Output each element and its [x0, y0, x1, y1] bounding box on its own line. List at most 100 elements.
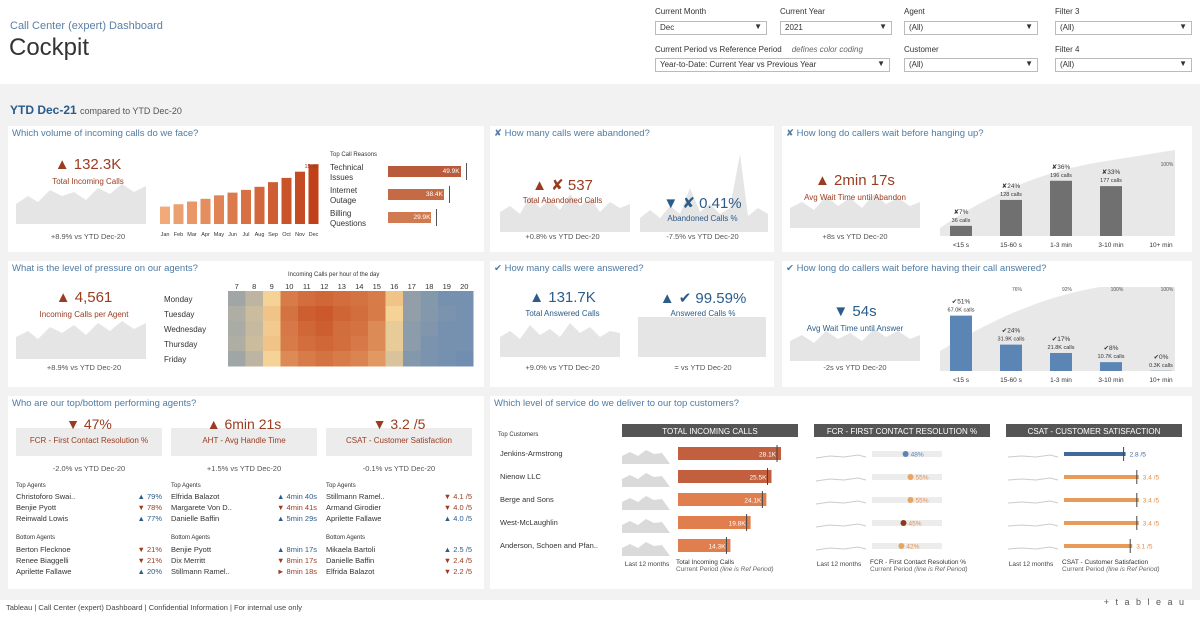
- reason-name: Internet Outage: [330, 186, 357, 206]
- abandoned-pct-label: Abandoned Calls %: [667, 214, 738, 223]
- csat-value: 2.8 /5: [1130, 452, 1147, 459]
- foot-calls-label: Total Incoming Calls: [676, 559, 735, 566]
- fcr-sparkline: [815, 477, 867, 482]
- pressure-sparkline: [16, 321, 146, 359]
- filter-customer-select[interactable]: (All) ▼: [904, 58, 1038, 72]
- fcr-label: FCR - First Contact Resolution %: [29, 436, 149, 445]
- customer-name: Jenkins-Armstrong: [500, 449, 563, 458]
- calls-bar-label: 14.3K: [708, 544, 726, 551]
- volume-vs: +8.9% vs YTD Dec-20: [50, 232, 126, 241]
- foot-last12-2: Last 12 months: [816, 561, 862, 568]
- agent-name: Armand Girodier: [326, 503, 382, 512]
- customers-title: Top Customers: [498, 432, 539, 438]
- hour-label: 17: [408, 282, 416, 291]
- heat-cell: [403, 336, 421, 352]
- month-tick-label: Sep: [268, 232, 278, 238]
- heat-cell: [228, 306, 246, 322]
- dist-count-label: 128 calls: [1000, 192, 1022, 198]
- month-bar: [200, 198, 211, 224]
- heat-cell: [350, 291, 369, 307]
- service-panel: Which level of service do we deliver to …: [490, 396, 1192, 589]
- month-bar: [160, 206, 170, 224]
- dist-pct-label: ✔8%: [1104, 345, 1119, 352]
- heat-cell: [350, 336, 369, 352]
- filter4-value: (All): [1060, 60, 1075, 69]
- filter4-label: Filter 4: [1055, 45, 1080, 54]
- agent-name: Danielle Baffin: [326, 556, 375, 565]
- wait-answer-sparkline: [790, 329, 920, 361]
- day-label: Friday: [164, 355, 186, 364]
- dist-bar: [1000, 199, 1022, 236]
- calls-sparkline: [622, 473, 670, 487]
- calls-bar-label: 19.8K: [729, 521, 747, 528]
- reason-ref-line: [465, 163, 467, 180]
- reason-name-line2: Issues: [330, 173, 354, 182]
- customer-name: West-McLaughlin: [500, 518, 558, 527]
- agent-value: ▼ 2.4 /5: [443, 556, 472, 565]
- agent-name: Elfrida Balazot: [326, 567, 375, 576]
- filter-year-label: Current Year: [780, 7, 825, 16]
- hour-label: 14: [355, 282, 363, 291]
- heat-cell: [350, 351, 369, 367]
- month-tick-label: Aug: [255, 232, 265, 238]
- aht-kpi: ▲ 6min 21s: [206, 416, 282, 432]
- chevron-down-icon: ▼: [1179, 22, 1187, 31]
- hour-label: 11: [303, 282, 311, 291]
- heat-cell: [228, 321, 246, 337]
- dist-count-label: 31.9K calls: [998, 337, 1025, 343]
- filter-year-select[interactable]: 2021 ▼: [780, 21, 892, 35]
- filter4-select[interactable]: (All) ▼: [1055, 58, 1192, 72]
- month-tick-label: Apr: [201, 232, 210, 238]
- heat-cell: [455, 306, 474, 322]
- csat-bar: [1064, 544, 1133, 548]
- dist-pct-label: ✔51%: [952, 299, 971, 306]
- reason-value: 49.9K: [442, 168, 460, 175]
- heat-cell: [298, 336, 316, 352]
- heat-cell: [350, 321, 369, 337]
- foot-calls: Total Incoming Calls Current Period (line…: [676, 559, 796, 573]
- volume-kpi: ▲ 132.3K: [54, 156, 122, 173]
- heat-cell: [455, 351, 474, 367]
- filter-period-label: Current Period vs Reference Period define…: [655, 45, 863, 54]
- dist-cumulative-label: 100%: [1161, 162, 1174, 168]
- hour-label: 16: [390, 282, 398, 291]
- check-icon: ✔: [786, 263, 797, 274]
- dist-pct-label: ✔17%: [1052, 336, 1071, 343]
- month-tick-label: Jan: [161, 232, 170, 238]
- filter3-select[interactable]: (All) ▼: [1055, 21, 1192, 35]
- agent-name: Margarete Von D..: [171, 503, 232, 512]
- csat-sparkline: [1007, 454, 1059, 458]
- fcr-vs: -2.0% vs YTD Dec-20: [52, 464, 126, 473]
- filter-period-select[interactable]: Year-to-Date: Current Year vs Previous Y…: [655, 58, 890, 72]
- filter-period-note: defines color coding: [791, 45, 863, 54]
- agent-value: ▲ 4min 40s: [277, 492, 317, 501]
- abandoned-calls-vs: +0.8% vs YTD Dec-20: [525, 232, 600, 241]
- bottom-agents-label: Bottom Agents: [326, 535, 366, 541]
- foot-fcr-ref: (line is Ref Period): [914, 566, 968, 573]
- agents-title: Who are our top/bottom performing agents…: [12, 398, 197, 409]
- wait-answer-title: ✔ How long do callers wait before having…: [786, 263, 1046, 274]
- wait-answer-panel: ✔ How long do callers wait before having…: [782, 261, 1192, 387]
- top-agents-label: Top Agents: [326, 483, 356, 489]
- month-tick-label: May: [214, 232, 225, 238]
- abandoned-calls-label: Total Abandoned Calls: [522, 196, 603, 205]
- wait-hangup-title: ✘ How long do callers wait before hangin…: [786, 128, 984, 139]
- abandoned-title-text: How many calls were abandoned?: [504, 128, 650, 139]
- reason-ref-line: [436, 209, 438, 226]
- heat-cell: [333, 336, 351, 352]
- customer-name: Berge and Sons: [500, 495, 554, 504]
- heat-cell: [420, 336, 439, 352]
- heat-cell: [385, 291, 404, 307]
- reason-bar: [388, 212, 432, 223]
- fcr-dot: [898, 543, 905, 549]
- filter-agent-select[interactable]: (All) ▼: [904, 21, 1038, 35]
- heat-cell: [368, 321, 386, 337]
- dist-pct-label: ✔24%: [1002, 328, 1021, 335]
- heat-cell: [368, 351, 386, 367]
- agent-value: ► 8min 18s: [277, 567, 317, 576]
- aht-label: AHT - Avg Handle Time: [202, 436, 286, 445]
- filter-month-select[interactable]: Dec ▼: [655, 21, 767, 35]
- heat-cell: [315, 306, 334, 322]
- agents-panel: Who are our top/bottom performing agents…: [8, 396, 484, 589]
- csat-bar: [1064, 475, 1139, 479]
